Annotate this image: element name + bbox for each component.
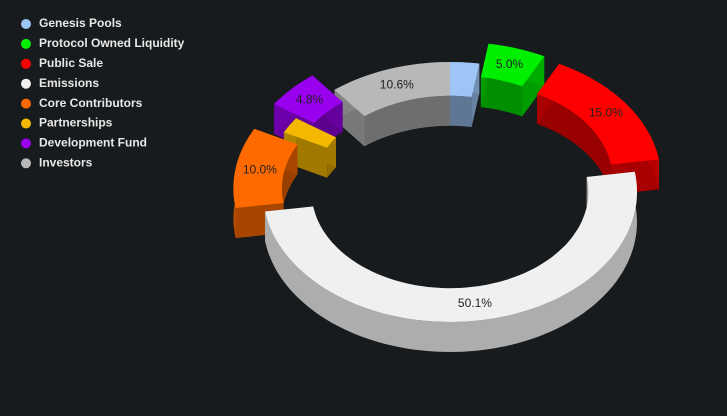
legend-label: Core Contributors — [39, 96, 143, 110]
outer-wall — [265, 171, 637, 352]
legend-label: Emissions — [39, 76, 99, 90]
legend-label: Public Sale — [39, 56, 103, 70]
legend-label: Partnerships — [39, 116, 113, 130]
legend-marker — [21, 38, 31, 49]
slice — [274, 75, 343, 124]
legend-marker — [21, 138, 31, 149]
legend-marker — [21, 58, 31, 69]
slice — [450, 62, 480, 97]
inner-wall — [480, 77, 523, 117]
inner-wall — [537, 94, 611, 195]
slice — [283, 118, 336, 148]
legend-label: Genesis Pools — [39, 16, 122, 30]
value-label: 50.1% — [458, 296, 492, 310]
value-label: 5.0% — [496, 57, 524, 71]
legend-label: Development Fund — [39, 136, 147, 150]
value-label: 15.0% — [589, 105, 623, 119]
legend-label: Protocol Owned Liquidity — [39, 36, 185, 50]
legend-label: Investors — [39, 155, 93, 169]
value-label: 4.8% — [296, 92, 324, 106]
slice — [334, 62, 450, 117]
legend-marker — [21, 19, 31, 29]
legend-marker — [21, 118, 31, 129]
legend-marker — [21, 98, 31, 109]
value-label: 10.0% — [243, 162, 277, 176]
inner-wall — [364, 95, 450, 147]
inner-wall — [450, 95, 472, 127]
slice — [480, 43, 545, 87]
value-label: 10.6% — [380, 77, 414, 91]
legend-marker — [21, 78, 31, 89]
slice — [537, 63, 659, 165]
legend-marker — [21, 158, 31, 169]
slice — [265, 171, 637, 322]
slice — [233, 128, 298, 209]
slice-tops: 5.0% 15.0% 50.1% 10.0% 4.8% 10.6% — [233, 43, 659, 322]
